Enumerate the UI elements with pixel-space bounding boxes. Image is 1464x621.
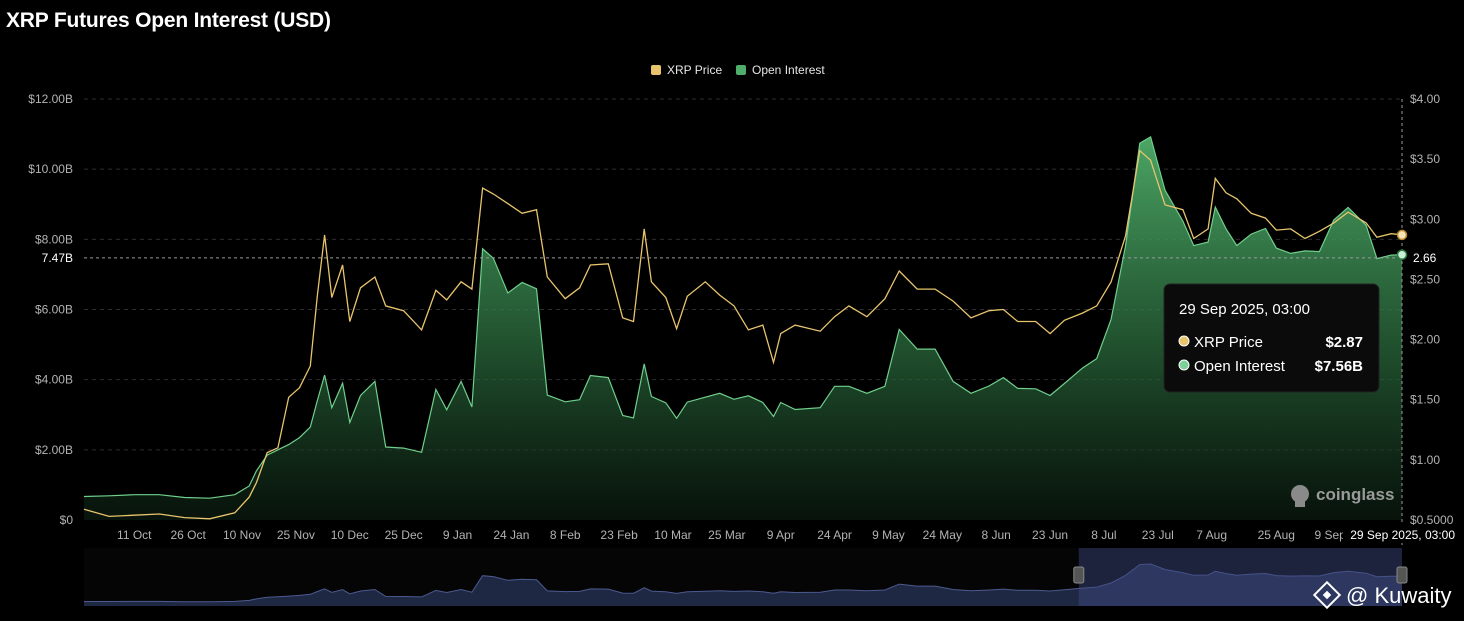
navigator-line [84,563,1402,603]
x-tick-label: 26 Oct [170,528,206,542]
navigator-area [84,564,1402,606]
price-hover-marker [1396,229,1408,241]
x-tick-label: 25 Dec [385,528,423,542]
x-tick-label: 8 Jul [1091,528,1116,542]
legend-swatch-price [651,65,661,75]
tooltip-title: 29 Sep 2025, 03:00 [1179,301,1310,318]
legend-item-xrp-price[interactable]: XRP Price [651,63,722,77]
oi-hover-marker [1396,249,1408,261]
left-y-axis: $0 $2.00B $4.00B $6.00B $8.00B $10.00B $12.00B [28,92,73,527]
coinglass-logo-icon [1291,485,1309,503]
tooltip-box [1163,283,1380,393]
x-tick-label: 10 Mar [654,528,691,542]
x-tick-label: 24 May [923,528,962,542]
right-y-axis: $0.5000 $1.00 $1.50 $2.00 $2.50 $3.00 $3.50 $4.… [1410,92,1454,527]
y-right-tick-label: $0.5000 [1410,513,1454,527]
credit-text: @ Kuwaity [1346,583,1451,608]
x-axis: 11 Oct 26 Oct 10 Nov 25 Nov 10 Dec 25 Dec 9 Ja… [117,528,1346,542]
x-tick-label: 8 Jun [982,528,1011,542]
x-tick-label: 10 Dec [331,528,369,542]
x-tick-label: 25 Mar [708,528,745,542]
x-tick-label: 9 Apr [767,528,795,542]
y-right-tick-label: $3.50 [1410,152,1440,166]
crosshair-right-label: 2.66 [1413,251,1437,265]
navigator-selection [1078,548,1402,606]
price-line-path [83,149,1403,520]
x-tick-label: 23 Jul [1142,528,1174,542]
y-right-tick-label: $1.50 [1410,393,1440,407]
x-tick-label: 9 May [872,528,905,542]
tooltip: 29 Sep 2025, 03:00 XRP Price $2.87 Open … [1163,283,1380,393]
oi-line [83,135,1403,499]
legend-item-open-interest[interactable]: Open Interest [736,63,825,77]
tooltip-price-label: XRP Price [1194,334,1263,351]
y-right-tick-label: $2.50 [1410,272,1440,286]
navigator-handle-left[interactable] [1073,566,1085,584]
range-navigator[interactable] [84,548,1408,606]
x-tick-label: 7 Aug [1196,528,1227,542]
tooltip-price-dot [1178,335,1190,347]
y-right-tick-label: $4.00 [1410,92,1440,106]
y-left-tick-label: $2.00B [35,443,73,457]
crosshair-x-label-bg [1343,525,1456,543]
x-tick-label: 8 Feb [550,528,581,542]
x-tick-label: 24 Apr [817,528,852,542]
y-right-tick-label: $1.00 [1410,453,1440,467]
legend-label-oi: Open Interest [752,63,825,77]
y-left-tick-label: $0 [60,513,74,527]
crosshair-left-label-bg [4,248,80,267]
y-left-tick-label: $12.00B [28,92,73,106]
tooltip-oi-label: Open Interest [1194,358,1286,375]
x-tick-label: 24 Jan [493,528,529,542]
open-interest-area [83,135,1403,520]
crosshair: 7.47B 2.66 29 Sep 2025, 03:00 [4,99,1456,545]
y-right-tick-label: $2.00 [1410,333,1440,347]
tooltip-oi-dot [1178,359,1190,371]
x-tick-label: 11 Oct [117,528,152,542]
tooltip-price-value: $2.87 [1325,334,1363,351]
x-tick-label: 9 Jan [443,528,472,542]
xrp-price-line [83,149,1403,520]
y-left-tick-label: $4.00B [35,373,73,387]
y-right-tick-label: $3.00 [1410,212,1440,226]
coinglass-logo-base [1295,501,1305,507]
x-tick-label: 23 Jun [1032,528,1068,542]
x-tick-label: 10 Nov [223,528,261,542]
watermark-text: coinglass [1316,485,1394,504]
crosshair-x-label: 29 Sep 2025, 03:00 [1350,528,1455,542]
x-tick-label: 9 Sep [1314,528,1346,542]
legend: XRP Price Open Interest [651,63,825,77]
y-left-tick-label: $8.00B [35,232,73,246]
x-tick-label: 25 Nov [277,528,315,542]
y-left-tick-label: $6.00B [35,303,73,317]
x-tick-label: 25 Aug [1258,528,1295,542]
crosshair-left-label: 7.47B [42,251,73,265]
x-tick-label: 23 Feb [600,528,638,542]
coinglass-watermark: coinglass [1291,485,1394,507]
legend-label-price: XRP Price [667,63,722,77]
legend-swatch-oi [736,65,746,75]
tooltip-oi-value: $7.56B [1315,358,1364,375]
y-left-tick-label: $10.00B [28,162,73,176]
navigator-handle-right[interactable] [1396,566,1408,584]
oi-area-fill [84,136,1402,520]
chart-title: XRP Futures Open Interest (USD) [6,9,331,32]
